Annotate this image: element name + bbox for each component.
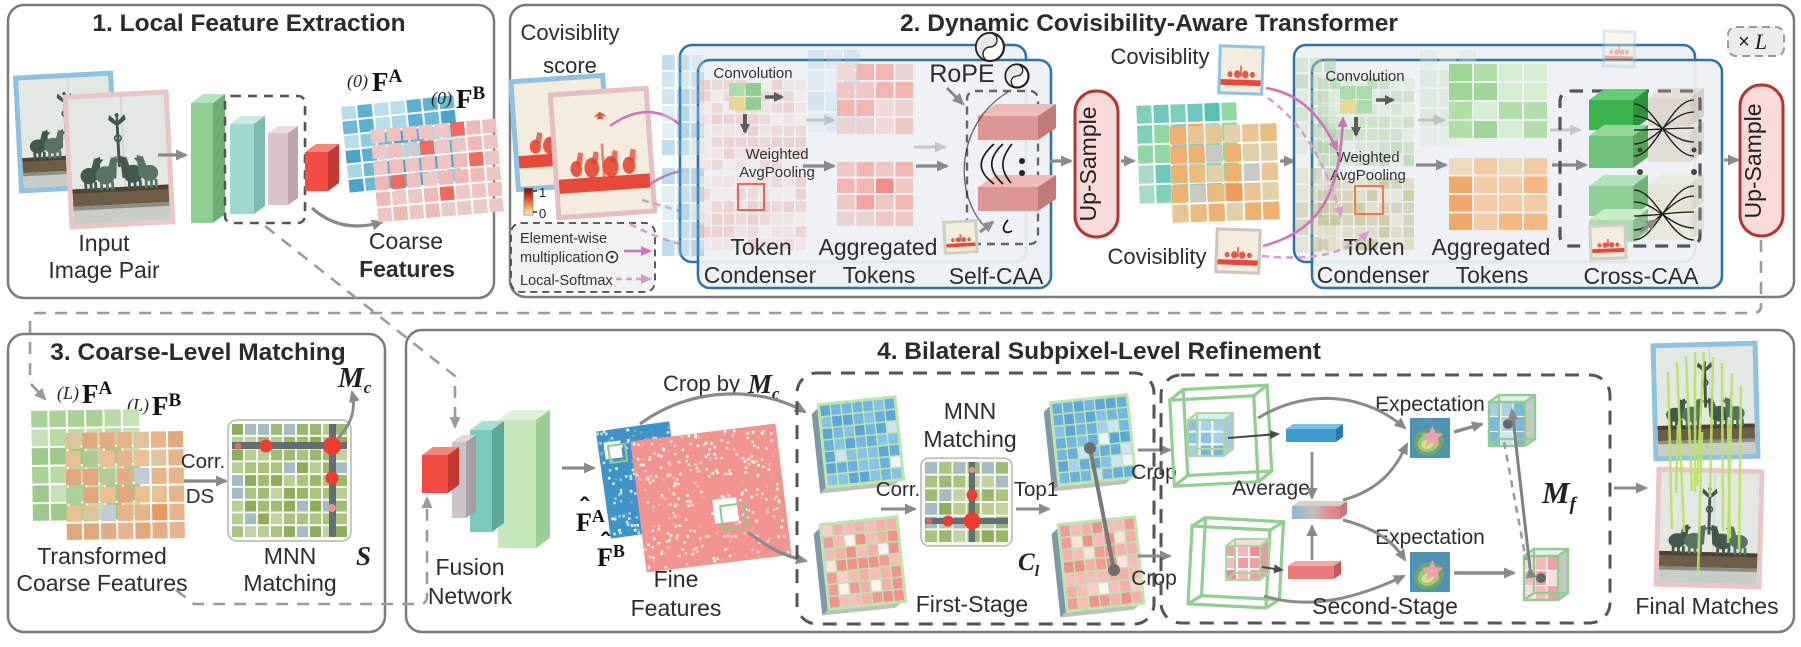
svg-text:Crop: Crop bbox=[1131, 567, 1177, 590]
svg-text:Average: Average bbox=[1232, 477, 1310, 500]
svg-text:Element-wise: Element-wise bbox=[520, 231, 607, 247]
svg-text:Token: Token bbox=[730, 234, 791, 260]
svg-text:Covisiblity: Covisiblity bbox=[520, 20, 619, 45]
svg-text:Condenser: Condenser bbox=[1317, 262, 1430, 288]
svg-text:Covisiblity: Covisiblity bbox=[1110, 44, 1209, 69]
svg-text:Expectation: Expectation bbox=[1375, 393, 1485, 416]
svg-text:Weighted: Weighted bbox=[745, 146, 808, 163]
svg-text:score: score bbox=[543, 53, 597, 78]
svg-text:(L): (L) bbox=[57, 383, 79, 404]
svg-text:Top1: Top1 bbox=[1014, 478, 1058, 501]
svg-text:MNN: MNN bbox=[944, 398, 996, 424]
svg-text:2. Dynamic Covisibility-Aware: 2. Dynamic Covisibility-Aware Transforme… bbox=[900, 10, 1398, 37]
svg-text:Corr.: Corr. bbox=[876, 478, 920, 501]
svg-text:Convolution: Convolution bbox=[713, 65, 792, 82]
svg-text:Fine: Fine bbox=[654, 566, 699, 592]
svg-text:FB: FB bbox=[597, 541, 625, 572]
svg-text:Cross-CAA: Cross-CAA bbox=[1583, 263, 1699, 289]
svg-text:Features: Features bbox=[631, 595, 722, 621]
svg-text:AvgPooling: AvgPooling bbox=[1330, 167, 1406, 184]
svg-text:Aggregated: Aggregated bbox=[819, 234, 938, 260]
svg-text:(0): (0) bbox=[347, 71, 368, 92]
svg-text:Input: Input bbox=[78, 230, 130, 256]
svg-text:ˆ: ˆ bbox=[580, 492, 590, 522]
svg-text:Coarse: Coarse bbox=[369, 228, 443, 254]
svg-text:Tokens: Tokens bbox=[1456, 262, 1529, 288]
svg-text:Crop: Crop bbox=[1131, 461, 1177, 484]
svg-text:FA: FA bbox=[82, 378, 113, 409]
svg-text:Network: Network bbox=[428, 583, 513, 609]
svg-text:1. Local Feature Extraction: 1. Local Feature Extraction bbox=[92, 10, 405, 37]
svg-text:S: S bbox=[356, 541, 371, 571]
svg-text:1: 1 bbox=[539, 185, 546, 200]
svg-text:Convolution: Convolution bbox=[1325, 68, 1404, 85]
svg-text:Expectation: Expectation bbox=[1375, 526, 1485, 549]
svg-text:AvgPooling: AvgPooling bbox=[739, 164, 815, 181]
svg-text:(0): (0) bbox=[431, 88, 452, 109]
svg-text:Second-Stage: Second-Stage bbox=[1312, 593, 1458, 619]
svg-text:Tokens: Tokens bbox=[843, 262, 916, 288]
svg-text:Weighted: Weighted bbox=[1336, 149, 1399, 166]
svg-text:Condenser: Condenser bbox=[704, 262, 817, 288]
svg-text:Aggregated: Aggregated bbox=[1432, 234, 1551, 260]
svg-text:Up-Sample: Up-Sample bbox=[1740, 103, 1766, 218]
svg-text:ˆ: ˆ bbox=[601, 527, 611, 557]
svg-text:Covisiblity: Covisiblity bbox=[1107, 244, 1206, 269]
svg-text:3. Coarse-Level Matching: 3. Coarse-Level Matching bbox=[50, 339, 345, 366]
svg-text:Local-Softmax: Local-Softmax bbox=[520, 273, 613, 289]
svg-text:multiplication: multiplication bbox=[520, 250, 604, 266]
svg-text:×: × bbox=[1738, 31, 1750, 53]
svg-text:Token: Token bbox=[1343, 234, 1404, 260]
svg-text:Matching: Matching bbox=[243, 570, 336, 596]
svg-text:Coarse Features: Coarse Features bbox=[16, 570, 187, 596]
svg-text:Transformed: Transformed bbox=[37, 543, 167, 569]
svg-text:Corr.: Corr. bbox=[181, 450, 225, 473]
svg-text:L: L bbox=[1754, 29, 1767, 54]
svg-text:Matching: Matching bbox=[923, 426, 1016, 452]
svg-text:Final Matches: Final Matches bbox=[1635, 593, 1778, 619]
svg-text:First-Stage: First-Stage bbox=[916, 591, 1028, 617]
svg-text:Up-Sample: Up-Sample bbox=[1075, 106, 1101, 221]
svg-text:DS: DS bbox=[186, 485, 214, 508]
svg-text:Fusion: Fusion bbox=[435, 554, 504, 580]
svg-text:Self-CAA: Self-CAA bbox=[949, 263, 1044, 289]
svg-text:Crop by: Crop by bbox=[663, 371, 740, 396]
svg-text:MNN: MNN bbox=[264, 543, 316, 569]
svg-text:0: 0 bbox=[539, 206, 546, 221]
svg-text:FB: FB bbox=[456, 83, 486, 114]
svg-text:Image Pair: Image Pair bbox=[48, 257, 160, 283]
svg-text:RoPE: RoPE bbox=[929, 60, 994, 88]
svg-text:4. Bilateral Subpixel-Level Re: 4. Bilateral Subpixel-Level Refinement bbox=[877, 338, 1321, 365]
svg-text:Cl: Cl bbox=[1018, 549, 1040, 580]
svg-text:Features: Features bbox=[359, 256, 455, 282]
